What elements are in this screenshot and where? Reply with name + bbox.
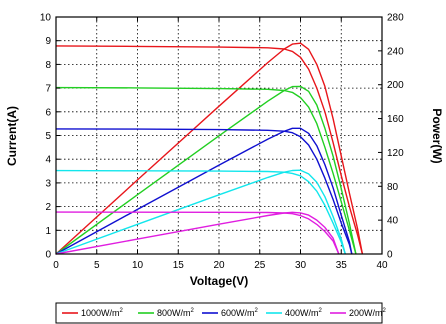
y2-tick-label: 160 [387, 114, 404, 125]
pv-curve [55, 169, 346, 255]
y-tick-label: 3 [45, 178, 51, 189]
y-tick-label: 0 [45, 250, 51, 261]
iv-curve [55, 86, 357, 255]
iv-curve [55, 45, 364, 255]
x-tick-label: 40 [376, 260, 388, 271]
axes: 0 5 10 15 20 25 30 35 40012345678910040801201602… [40, 13, 404, 272]
x-axis-label: Voltage(V) [190, 274, 248, 288]
pv-curve [55, 211, 340, 255]
y-tick-label: 10 [40, 13, 52, 24]
y2-tick-label: 240 [387, 46, 404, 57]
legend-label: 600W/m2 [221, 308, 259, 318]
y2-axis-label: Power(W) [430, 108, 444, 163]
x-tick-label: 5 [94, 260, 100, 271]
iv-curve [55, 169, 346, 255]
x-tick-label: 25 [254, 260, 266, 271]
y-tick-label: 8 [45, 60, 51, 71]
y2-tick-label: 280 [387, 13, 404, 24]
legend-label: 1000W/m2 [81, 308, 124, 318]
y-tick-label: 1 [45, 226, 51, 237]
y-axis-label: Current(A) [5, 106, 19, 166]
legend-label: 800W/m2 [157, 308, 195, 318]
legend-box [55, 302, 383, 324]
y2-tick-label: 120 [387, 148, 404, 159]
y2-tick-label: 200 [387, 80, 404, 91]
legend: 1000W/m2 800W/m2 600W/m2 400W/m2 200W/m2 [55, 302, 387, 324]
iv-curve [55, 128, 353, 255]
x-tick-label: 0 [53, 260, 59, 271]
legend-label: 200W/m2 [349, 308, 387, 318]
x-tick-label: 10 [132, 260, 144, 271]
series-layer [55, 42, 364, 255]
y-tick-label: 9 [45, 36, 51, 47]
x-tick-label: 30 [295, 260, 307, 271]
iv-curve [55, 211, 340, 255]
x-tick-label: 20 [213, 260, 225, 271]
x-tick-label: 15 [173, 260, 185, 271]
y-tick-label: 4 [45, 155, 51, 166]
pv-curve [55, 127, 353, 255]
y-tick-label: 6 [45, 107, 51, 118]
pv-curve [55, 42, 364, 255]
legend-label: 400W/m2 [285, 308, 323, 318]
x-tick-label: 35 [336, 260, 348, 271]
y2-tick-label: 40 [387, 216, 399, 227]
y2-tick-label: 80 [387, 182, 399, 193]
y-tick-label: 2 [45, 202, 51, 213]
y-tick-label: 5 [45, 131, 51, 142]
y2-tick-label: 0 [387, 250, 393, 261]
y-tick-label: 7 [45, 84, 51, 95]
